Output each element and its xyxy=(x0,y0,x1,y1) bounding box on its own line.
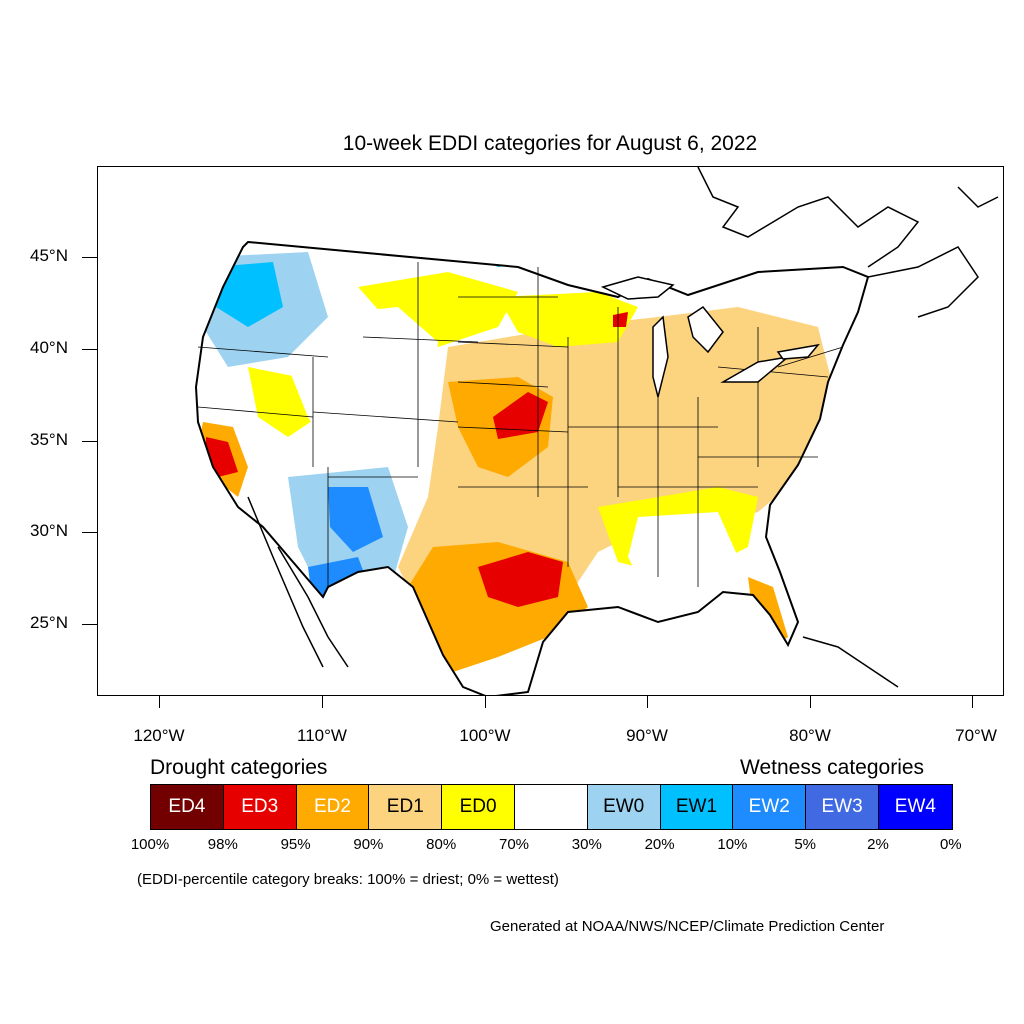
y-tick xyxy=(82,257,97,258)
percentile-label: 0% xyxy=(939,836,962,853)
y-axis-label: 40°N xyxy=(30,338,68,357)
x-tick xyxy=(322,696,323,708)
legend-box-ew4: EW4 xyxy=(878,785,952,829)
percentile-label: 95% xyxy=(280,836,311,853)
ew3-north xyxy=(478,242,538,252)
y-axis-label: 30°N xyxy=(30,521,68,540)
legend-box-ed1: ED1 xyxy=(369,785,443,829)
ew1-north xyxy=(458,242,578,267)
x-axis-label: 110°W xyxy=(297,726,347,745)
x-tick xyxy=(485,696,486,708)
x-tick xyxy=(647,696,648,708)
percentile-label: 100% xyxy=(130,836,170,853)
coastline xyxy=(194,240,870,695)
legend-color-bar: ED4 ED3 ED2 ED1 ED0 EW0 EW1 EW2 EW3 EW4 xyxy=(150,784,953,830)
ew1-northwest xyxy=(213,262,283,327)
ed3-texas xyxy=(478,552,563,607)
neighbor-coastlines xyxy=(247,167,999,688)
percentile-label: 20% xyxy=(644,836,675,853)
percentile-label: 5% xyxy=(794,836,817,853)
legend-box-normal xyxy=(514,785,588,829)
drought-categories-heading: Drought categories xyxy=(150,756,328,779)
map-title: 10-week EDDI categories for August 6, 20… xyxy=(342,132,758,155)
ed3-wisconsin xyxy=(613,312,628,327)
great-lakes xyxy=(600,276,820,398)
percentile-label: 10% xyxy=(717,836,748,853)
x-axis-label: 120°W xyxy=(133,726,185,745)
eddi-map xyxy=(97,166,1004,696)
x-tick xyxy=(810,696,811,708)
legend-box-ew1: EW1 xyxy=(660,785,734,829)
legend-box-ew2: EW2 xyxy=(733,785,807,829)
y-axis-label: 45°N xyxy=(30,246,68,265)
legend-box-ew0: EW0 xyxy=(587,785,661,829)
x-tick xyxy=(972,696,973,708)
normal-southeast xyxy=(628,512,738,587)
percentile-label: 30% xyxy=(571,836,602,853)
x-tick xyxy=(159,696,160,708)
legend-box-ed3: ED3 xyxy=(223,785,297,829)
normal-great-basin xyxy=(288,307,438,477)
y-tick xyxy=(82,624,97,625)
x-axis-label: 90°W xyxy=(626,726,668,745)
wetness-categories-heading: Wetness categories xyxy=(740,756,925,779)
x-axis-label: 80°W xyxy=(789,726,831,745)
y-tick xyxy=(82,441,97,442)
percentile-label: 2% xyxy=(867,836,889,853)
ed3-nebraska xyxy=(493,392,548,439)
ed3-northeast xyxy=(846,345,868,372)
legend-box-ed2: ED2 xyxy=(296,785,370,829)
state-borders xyxy=(197,262,844,587)
y-tick xyxy=(82,532,97,533)
percentile-label: 98% xyxy=(207,836,238,853)
legend-box-ed4: ED4 xyxy=(151,785,224,829)
ew2-arizona xyxy=(328,487,383,552)
x-axis-label: 100°W xyxy=(459,726,511,745)
percentile-label: 90% xyxy=(353,836,384,853)
legend-box-ew3: EW3 xyxy=(806,785,879,829)
y-axis-label: 35°N xyxy=(30,430,68,449)
category-breaks-note: (EDDI-percentile category breaks: 100% =… xyxy=(137,871,559,888)
percentile-label: 70% xyxy=(498,836,530,853)
y-tick xyxy=(82,349,97,350)
map-canvas xyxy=(194,167,999,695)
x-axis-label: 70°W xyxy=(955,726,997,745)
credit-line: Generated at NOAA/NWS/NCEP/Climate Predi… xyxy=(490,918,885,935)
y-axis-label: 25°N xyxy=(30,613,68,632)
legend-box-ed0: ED0 xyxy=(442,785,515,829)
percentile-label: 80% xyxy=(426,836,457,853)
ed0-upper-midwest xyxy=(498,292,638,347)
